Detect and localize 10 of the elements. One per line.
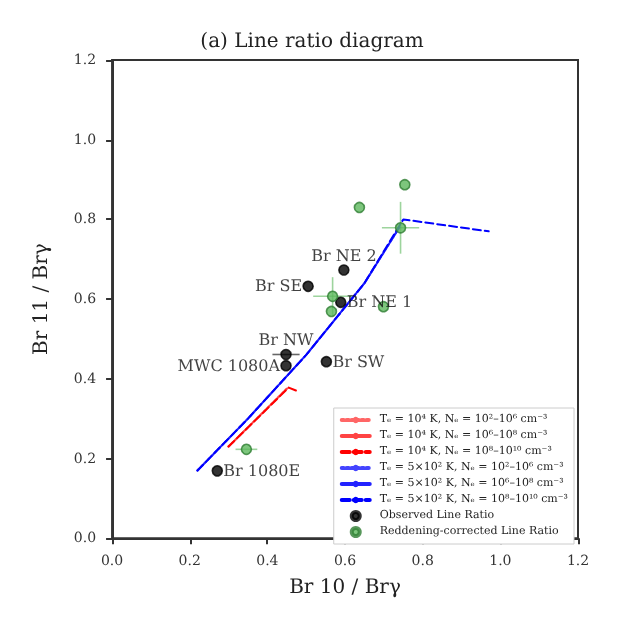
annotation: Br NW [258,331,316,350]
annotation: Br SW [332,352,386,371]
annotation: Br SE [254,277,303,296]
chart-title: (a) Line ratio diagram [200,31,425,53]
annotation: MWC 1080A [177,356,281,375]
annotation: Br 1080E [223,461,301,480]
y-axis-title: Br 11 / Brγ [31,243,53,355]
annotation: Br NE 2 [311,247,377,266]
x-axis-title: Br 10 / Brγ [289,577,401,599]
annotation: Br NE 1 [346,293,413,312]
